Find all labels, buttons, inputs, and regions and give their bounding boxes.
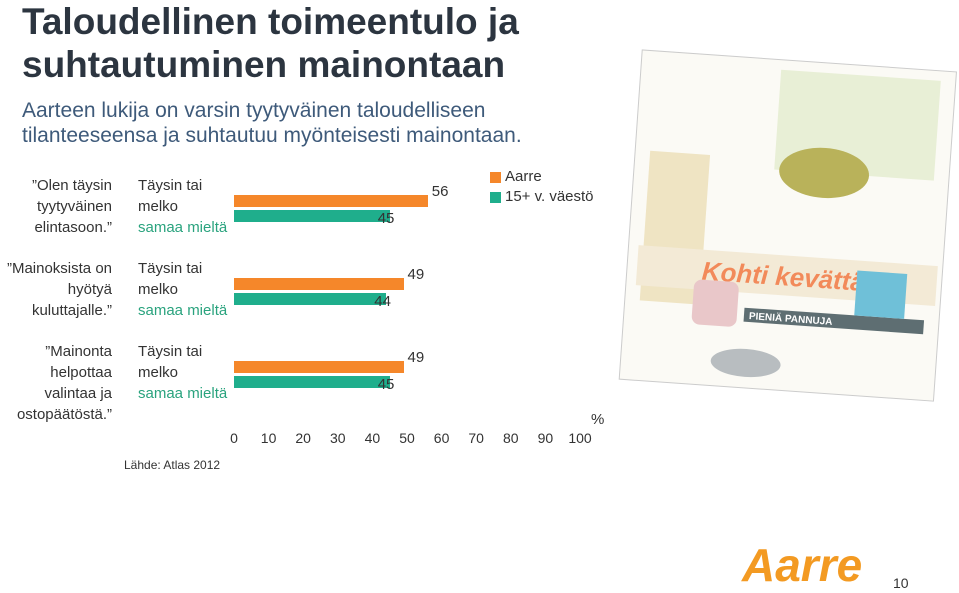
x-tick-label: 70 [468,430,484,446]
response-label: Täysin tai melko samaa mieltä [138,258,233,321]
value-label: 45 [377,210,395,227]
subtitle: Aarteen lukija on varsin tyytyväinen tal… [22,98,522,148]
legend-label: Aarre [505,168,542,185]
subtitle-line: Aarteen lukija on varsin tyytyväinen tal… [22,99,486,122]
bar [234,210,390,222]
legend-swatch [490,172,501,183]
x-tick-label: 40 [364,430,381,446]
response-main: Täysin tai melko [138,177,203,215]
bar [234,293,387,305]
response-label: Täysin tai melko samaa mieltä [138,175,233,238]
x-tick-label: 0 [230,430,238,446]
x-tick-label: 100 [568,430,592,446]
response-main: Täysin tai melko [138,260,203,298]
source: Lähde: Atlas 2012 [124,458,221,472]
x-tick-label: 90 [537,430,554,446]
response-label: Täysin tai melko samaa mieltä [138,341,233,404]
value-label: 49 [407,266,425,283]
response-accent: samaa mieltä [138,219,228,236]
response-accent: samaa mieltä [138,302,228,319]
response-main: Täysin tai melko [138,343,203,381]
x-tick-label: 80 [503,430,519,446]
value-label: 45 [377,376,395,393]
x-tick-label: 30 [330,430,346,446]
subtitle-line: tilanteeseensa ja suhtautuu myönteisesti… [22,124,522,147]
title-line: Taloudellinen toimeentulo ja [22,1,519,42]
title-line: suhtautuminen mainontaan [22,44,506,85]
x-tick-label: 20 [295,430,311,446]
x-unit: % [591,411,605,428]
category-label: ”Olen täysin tyytyväinen elintasoon.” [31,177,112,236]
title: Taloudellinen toimeentulo ja suhtautumin… [22,0,519,86]
x-tick-label: 60 [433,430,450,446]
value-label: 56 [431,183,449,200]
bar [234,195,428,207]
bar [234,376,390,388]
x-tick-label: 50 [399,430,415,446]
category-label: ”Mainoksista on hyötyä kuluttajalle.” [6,260,112,319]
bar [234,361,404,373]
legend-swatch [490,192,501,203]
bar [234,278,404,290]
page-number: 10 [893,575,909,591]
value-label: 44 [374,293,391,310]
magazine-image: Kohti kevättä PIENIÄ PANNUJA [618,49,957,402]
logo: Aarre [742,539,863,591]
category-label: ”Mainonta helpottaa valintaa ja ostopäät… [16,343,112,423]
x-tick-label: 10 [260,430,277,446]
legend-label: 15+ v. väestö [505,188,594,205]
value-label: 49 [407,349,425,366]
response-accent: samaa mieltä [138,385,228,402]
